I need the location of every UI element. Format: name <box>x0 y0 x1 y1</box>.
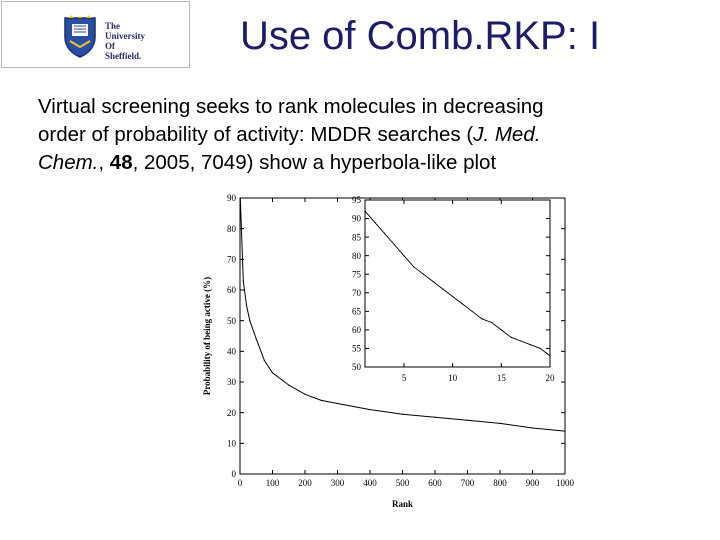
main-x-tick-label: 1000 <box>556 478 575 488</box>
main-y-tick-label: 50 <box>227 316 237 326</box>
main-y-tick-label: 80 <box>227 224 237 234</box>
main-x-axis-label: Rank <box>392 499 413 509</box>
main-x-tick-label: 900 <box>526 478 540 488</box>
inset-y-tick-label: 70 <box>352 288 362 298</box>
main-data-point <box>304 393 306 395</box>
logo-line: University <box>105 31 145 41</box>
main-data-point <box>245 304 248 306</box>
shield-crest-icon <box>64 15 96 58</box>
main-x-tick-label: 400 <box>363 478 377 488</box>
inset-data-point <box>374 221 376 223</box>
main-x-tick-label: 100 <box>266 478 280 488</box>
inset-y-tick-label: 60 <box>352 325 362 335</box>
body-line-2-text: order of probability of activity: MDDR s… <box>38 123 474 146</box>
main-x-tick-label: 600 <box>428 478 442 488</box>
inset-data-point <box>452 295 454 298</box>
inset-data-point <box>442 288 444 290</box>
main-data-point <box>239 197 241 199</box>
logo-line: Of <box>105 41 115 51</box>
main-data-point <box>466 419 469 421</box>
inset-data-point <box>364 210 366 212</box>
inset-data-point <box>549 355 551 357</box>
inset-data-point <box>461 303 463 305</box>
main-x-tick-label: 500 <box>396 478 410 488</box>
main-x-tick-label: 300 <box>331 478 345 488</box>
main-y-tick-label: 10 <box>227 438 237 448</box>
main-data-point <box>288 384 290 386</box>
main-data-point <box>336 402 339 405</box>
main-data-point <box>271 372 274 374</box>
main-x-tick-label: 200 <box>298 478 312 488</box>
main-data-point <box>434 416 436 418</box>
main-y-tick-label: 70 <box>227 254 237 264</box>
inset-y-tick-label: 75 <box>352 269 362 279</box>
main-data-point <box>369 409 371 411</box>
main-x-tick-label: 700 <box>461 478 475 488</box>
body-line-2: order of probability of activity: MDDR s… <box>38 121 698 149</box>
main-data-point <box>531 427 534 429</box>
main-data-point <box>255 338 257 340</box>
main-y-tick-label: 20 <box>227 408 237 418</box>
inset-data-point <box>539 347 541 350</box>
inset-x-tick-label: 10 <box>448 373 458 383</box>
inset-data-point <box>403 255 405 257</box>
main-y-axis-label: Probability of being active (%) <box>202 277 212 395</box>
probability-rank-chart: 0 100 200 300 400 500 600 700 800 900 1000 0 10 20 30 4… <box>202 193 575 509</box>
main-data-point <box>249 320 251 322</box>
body-line-3: Chem., 48, 2005, 7049) show a hyperbola-… <box>38 149 698 177</box>
inset-y-tick-label: 50 <box>352 362 362 372</box>
inset-y-tick-label: 85 <box>352 232 362 242</box>
citation-volume: 48 <box>109 151 133 174</box>
slide-title: Use of Comb.RKP: I <box>239 14 601 58</box>
inset-y-tick-label: 55 <box>352 344 362 354</box>
main-data-point <box>320 399 322 401</box>
main-data-point <box>242 280 244 282</box>
logo-line: The <box>105 21 121 31</box>
inset-data-point <box>481 318 483 320</box>
main-y-tick-label: 60 <box>227 285 237 295</box>
inset-data-point <box>510 336 512 338</box>
logo-line: Sheffield. <box>105 51 142 61</box>
inset-data-point <box>422 273 425 275</box>
inset-x-tick-label: 20 <box>546 373 556 383</box>
inset-data-point <box>490 321 493 324</box>
body-line-1: Virtual screening seeks to rank molecule… <box>38 95 544 118</box>
main-data-point <box>564 430 566 432</box>
main-series-line <box>239 197 566 432</box>
inset-y-tick-label: 95 <box>352 195 362 205</box>
inset-y-tick-label: 65 <box>352 306 362 316</box>
inset-x-tick-label: 15 <box>497 373 507 383</box>
slide-body: Virtual screening seeks to rank molecule… <box>38 93 698 177</box>
inset-data-point <box>393 243 395 246</box>
inset-data-point <box>500 329 502 331</box>
inset-data-point <box>383 232 386 234</box>
inset-y-tick-label: 90 <box>352 214 362 224</box>
citation-separator: , <box>98 151 110 174</box>
university-logo: The University Of Sheffield. <box>1 1 190 68</box>
main-plot: 0 100 200 300 400 500 600 700 800 900 1000 0 10 20 30 4… <box>202 193 575 509</box>
body-line-3-text: , 2005, 7049) show a hyperbola-like plot <box>132 151 497 174</box>
main-y-tick-label: 0 <box>232 469 237 479</box>
main-x-tick-label: 800 <box>493 478 507 488</box>
inset-x-tick-label: 5 <box>402 373 407 383</box>
citation-journal-cont: Chem. <box>38 151 99 174</box>
inset-data-point <box>529 344 532 346</box>
main-y-tick-label: 90 <box>227 193 237 203</box>
logo-wordmark: The University Of Sheffield. <box>105 21 145 61</box>
inset-plot: 5 10 15 20 50 55 60 65 70 75 80 85 90 95 <box>352 195 555 383</box>
main-y-tick-label: 30 <box>227 377 237 387</box>
main-y-tick-label: 40 <box>227 346 237 356</box>
inset-data-point <box>471 310 473 312</box>
main-x-tick-label: 0 <box>238 478 243 488</box>
inset-series-line <box>364 210 551 357</box>
inset-y-tick-label: 80 <box>352 251 362 261</box>
inset-data-point <box>520 340 522 342</box>
inset-data-point <box>432 281 434 283</box>
main-data-point <box>401 413 404 415</box>
inset-frame <box>364 199 551 368</box>
main-data-point <box>263 359 265 362</box>
citation-journal: J. Med. <box>473 123 541 146</box>
main-data-point <box>499 422 501 424</box>
inset-data-point <box>413 266 415 268</box>
